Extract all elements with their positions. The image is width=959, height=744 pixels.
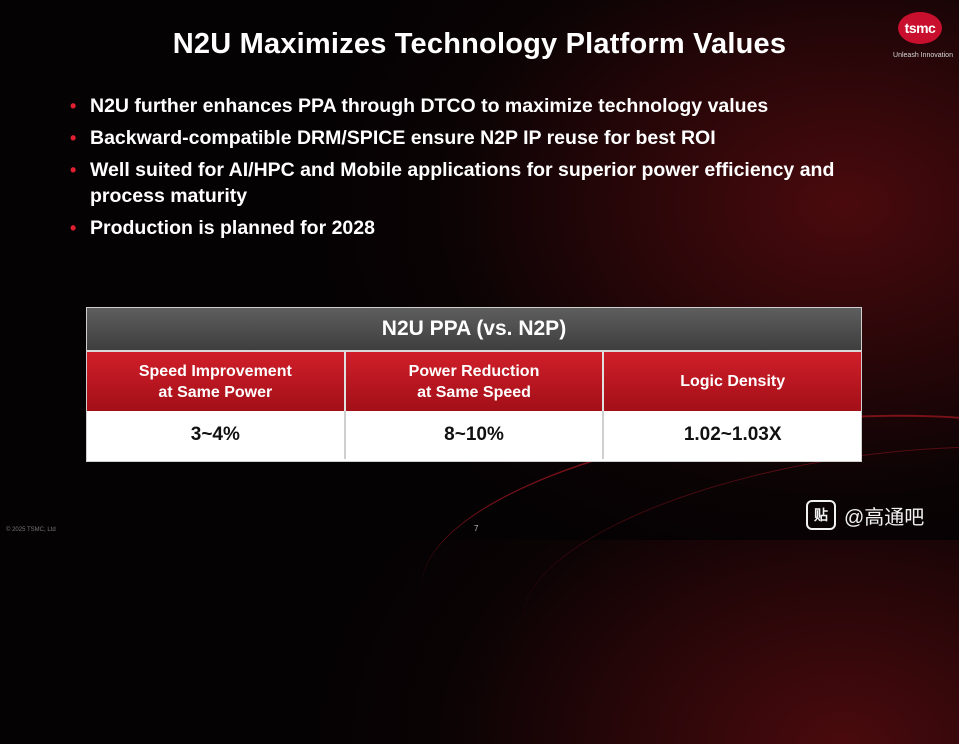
bullet-text: N2U further enhances PPA through DTCO to… — [90, 95, 769, 117]
bullet-item: • N2U further enhances PPA through DTCO … — [68, 93, 908, 119]
bullet-text: Backward-compatible DRM/SPICE ensure N2P… — [90, 127, 716, 149]
slide-title: N2U Maximizes Technology Platform Values — [172, 28, 787, 60]
tieba-icon: 贴 — [806, 500, 836, 530]
header-line: at Same Power — [158, 383, 273, 401]
page-number: 7 — [474, 524, 479, 533]
bullet-text: Well suited for AI/HPC and Mobile applic… — [90, 159, 835, 207]
watermark-text: @高通吧 — [844, 506, 925, 529]
header-line: Speed Improvement — [138, 362, 292, 380]
bullet-icon: • — [70, 96, 77, 116]
header-speed-improvement: Speed Improvement at Same Power — [87, 352, 346, 411]
logo-tagline: Unleash Innovation — [893, 52, 953, 59]
ppa-table: N2U PPA (vs. N2P) Speed Improvement at S… — [86, 307, 862, 462]
value-speed-improvement: 3~4% — [87, 411, 346, 459]
bullet-text: Production is planned for 2028 — [90, 217, 375, 239]
bullet-item: • Backward-compatible DRM/SPICE ensure N… — [68, 125, 908, 151]
bullet-icon: • — [70, 218, 77, 238]
bullet-item: • Well suited for AI/HPC and Mobile appl… — [68, 157, 908, 209]
table-title: N2U PPA (vs. N2P) — [87, 308, 861, 352]
tsmc-logo: tsmc Unleash Innovation — [892, 10, 954, 65]
header-line: Power Reduction — [408, 362, 540, 380]
header-line: Logic Density — [680, 373, 786, 390]
bullet-list: • N2U further enhances PPA through DTCO … — [68, 93, 908, 247]
logo-emblem — [898, 12, 942, 44]
value-power-reduction: 8~10% — [345, 411, 605, 459]
footer-copyright: © 2025 TSMC, Ltd — [6, 527, 56, 533]
table-value-row: 3~4% 8~10% 1.02~1.03X — [87, 411, 862, 459]
header-line: at Same Speed — [417, 383, 531, 401]
header-power-reduction: Power Reduction at Same Speed — [345, 352, 605, 411]
value-logic-density: 1.02~1.03X — [604, 411, 862, 459]
watermark: 贴 @高通吧 — [806, 500, 924, 530]
bullet-icon: • — [70, 160, 77, 180]
bullet-item: • Production is planned for 2028 — [68, 215, 908, 241]
header-logic-density: Logic Density — [604, 352, 862, 411]
bullet-icon: • — [70, 128, 77, 148]
table-header-row: Speed Improvement at Same Power Power Re… — [87, 352, 862, 411]
logo-wordmark: tsmc — [904, 20, 936, 36]
